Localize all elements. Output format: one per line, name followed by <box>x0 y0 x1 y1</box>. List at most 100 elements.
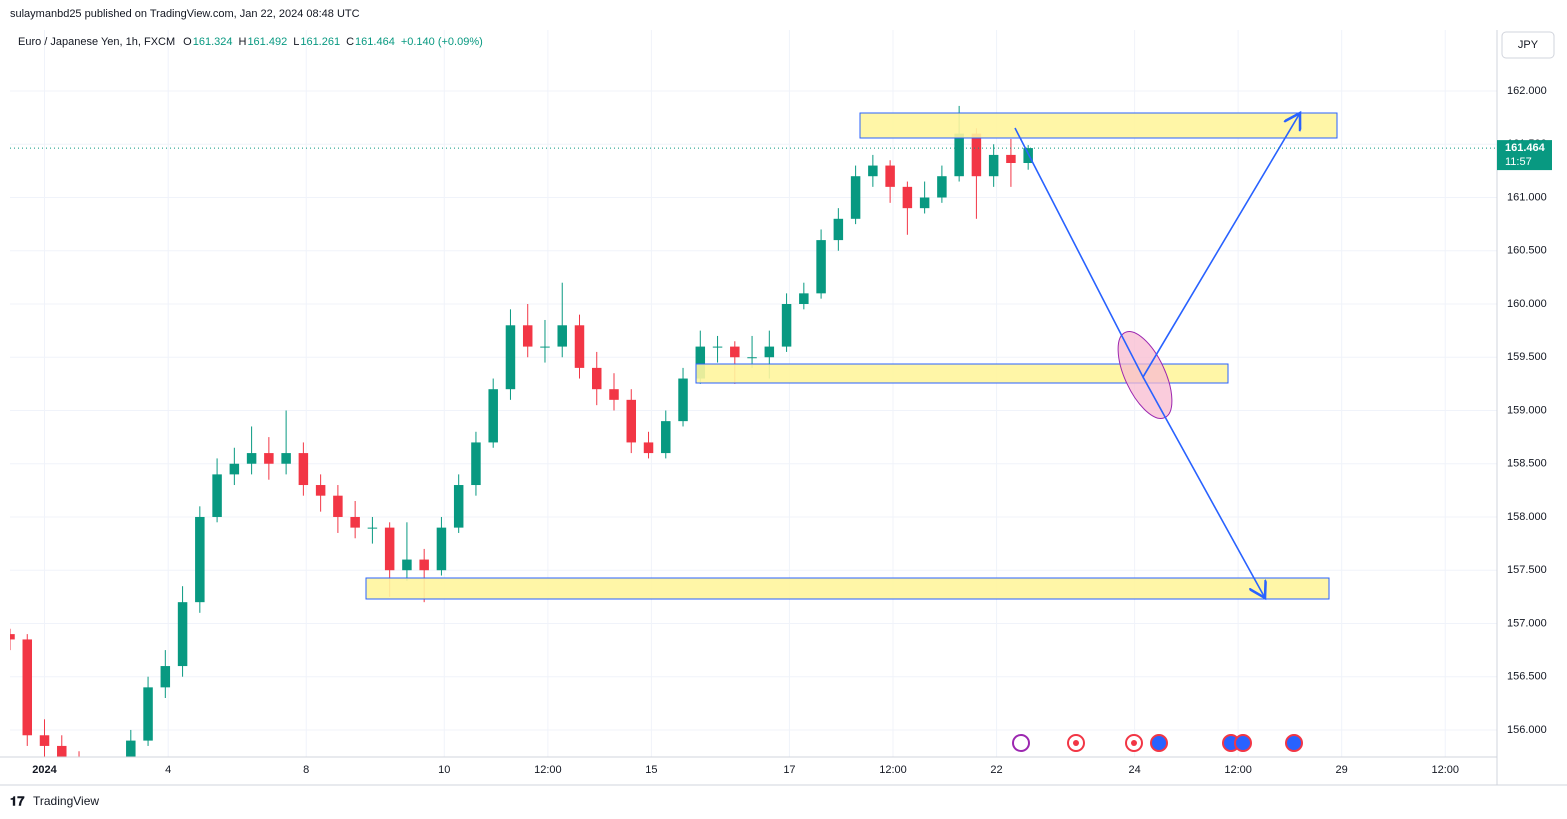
candle-body <box>402 559 412 571</box>
events <box>1012 734 1303 752</box>
event-icon[interactable] <box>1150 734 1168 752</box>
ohlc-value: 161.492 <box>247 36 287 48</box>
x-tick-label: 12:00 <box>534 764 562 776</box>
zone <box>859 112 1338 139</box>
zone <box>695 363 1229 384</box>
candle-body <box>712 346 723 348</box>
x-tick-label: 2024 <box>32 764 57 776</box>
candle-body <box>436 527 447 571</box>
ohlc-key: H <box>238 36 246 48</box>
y-tick-label: 160.000 <box>1507 298 1547 310</box>
y-tick-label: 157.000 <box>1507 617 1547 629</box>
ohlc-value: 161.464 <box>355 36 395 48</box>
candle-body <box>384 527 395 571</box>
ohlc-value: 161.324 <box>193 36 233 48</box>
zone <box>365 577 1330 600</box>
symbol-title: Euro / Japanese Yen, 1h, FXCM <box>18 36 175 48</box>
candle-body <box>143 687 153 741</box>
ohlc-key: O <box>183 36 192 48</box>
currency: JPY <box>1518 39 1539 51</box>
legend: Euro / Japanese Yen, 1h, FXCM O 161.324 H 1… <box>18 36 483 48</box>
candle-body <box>643 442 654 454</box>
candle-body <box>195 516 205 603</box>
event-dot <box>1073 740 1079 746</box>
candle-body <box>1006 154 1016 164</box>
candle-body <box>298 453 309 486</box>
x-tick-label: 15 <box>645 764 657 776</box>
y-tick-label: 161.000 <box>1507 191 1547 203</box>
candle-body <box>10 634 15 640</box>
x-tick-label: 8 <box>303 764 309 776</box>
candle-body <box>799 293 809 304</box>
y-tick-label: 158.000 <box>1507 511 1547 523</box>
logo: 𝟏𝟕 TradingView <box>10 793 99 808</box>
x-tick-label: 24 <box>1128 764 1140 776</box>
candle-body <box>592 367 602 390</box>
candle-body <box>453 485 464 528</box>
candle-body <box>902 186 913 209</box>
candle-body <box>160 666 171 688</box>
event-icon[interactable] <box>1285 734 1303 752</box>
candle-body <box>661 421 671 454</box>
candle-body <box>764 346 775 358</box>
y-tick-label: 156.500 <box>1507 671 1547 683</box>
drawings <box>365 112 1338 600</box>
candle-body <box>350 516 360 528</box>
y-tick-label: 162.000 <box>1507 85 1547 97</box>
candle-body <box>177 602 188 667</box>
logo-mark: 𝟏𝟕 <box>10 793 25 808</box>
candle-body <box>781 303 792 347</box>
x-tick-label: 12:00 <box>879 764 907 776</box>
candle-body <box>522 325 533 347</box>
candle-body <box>126 740 136 757</box>
candle-body <box>730 346 740 358</box>
y-tick-label: 157.500 <box>1507 564 1547 576</box>
candle-body <box>229 463 240 475</box>
candle-body <box>315 485 326 496</box>
candle-body <box>919 197 930 209</box>
candle-body <box>57 745 67 757</box>
currency-button[interactable] <box>1501 31 1555 59</box>
x-tick-label: 4 <box>165 764 171 776</box>
candle-body <box>816 240 826 294</box>
candle-body <box>264 453 274 464</box>
candle-body <box>1023 148 1033 164</box>
candle-body <box>540 346 550 348</box>
x-tick-label: 29 <box>1336 764 1348 776</box>
event-dot <box>1131 740 1137 746</box>
ohlc-value: 161.261 <box>300 36 340 48</box>
candle-body <box>937 176 947 198</box>
x-tick-label: 22 <box>990 764 1002 776</box>
arrow <box>1142 376 1265 598</box>
candle-body <box>678 378 688 422</box>
candle-body <box>747 357 757 359</box>
candle-body <box>22 639 33 736</box>
candle-body <box>212 474 222 517</box>
candle-body <box>868 165 878 177</box>
x-tick-label: 10 <box>438 764 450 776</box>
candle-body <box>367 527 378 529</box>
event-icon[interactable] <box>1012 734 1030 752</box>
x-tick-label: 17 <box>783 764 795 776</box>
ohlc-key: L <box>293 36 299 48</box>
candle-body <box>471 442 481 486</box>
change: +0.140 (+0.09%) <box>401 36 483 48</box>
price-tag <box>1497 140 1552 171</box>
candle-body <box>954 133 964 177</box>
y-tick-label: 159.000 <box>1507 404 1547 416</box>
ohlc-key: C <box>346 36 354 48</box>
logo-text: TradingView <box>33 794 99 808</box>
candle-body <box>281 453 291 464</box>
candle-body <box>419 559 429 571</box>
publisher: sulaymanbd25 published on TradingView.co… <box>10 8 360 20</box>
candle-body <box>971 133 982 177</box>
event-icon[interactable] <box>1234 734 1252 752</box>
candle-body <box>333 495 343 517</box>
candle-body <box>885 165 895 187</box>
candle-body <box>695 346 706 379</box>
candle-body <box>626 399 637 443</box>
candle-body <box>488 389 498 443</box>
candle-body <box>557 325 567 347</box>
x-tick-label: 12:00 <box>1224 764 1252 776</box>
